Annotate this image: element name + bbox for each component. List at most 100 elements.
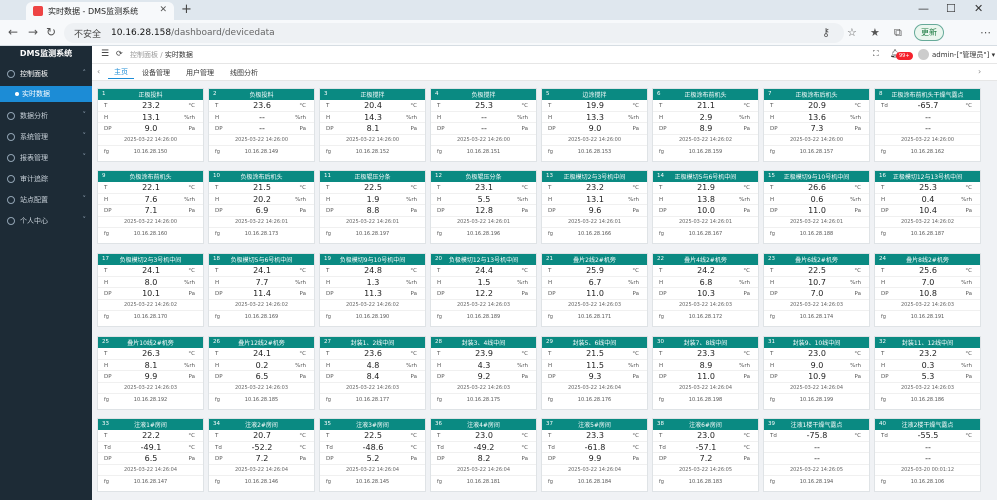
sidebar-item-dashboard[interactable]: 控制面板 ˄	[0, 64, 92, 84]
device-card[interactable]: 10 负极涂布后机头 T 21.5 °C H 20.2 %rh DP 6.9 Pa 2025-03-2…	[208, 170, 315, 244]
back-icon[interactable]: ←	[8, 25, 19, 39]
avatar[interactable]	[918, 49, 929, 60]
reading-value: 6.8	[699, 277, 713, 287]
sidebar-item-profile[interactable]: 个人中心 ˅	[0, 211, 92, 231]
reading-row: T 23.2 °C	[98, 100, 203, 112]
device-ip: 10.16.28.177	[355, 396, 390, 403]
device-ip-row: fg 10.16.28.106	[875, 474, 980, 486]
reading-unit: °C	[299, 268, 306, 274]
device-card[interactable]: 40 注液2楼干燥气露点 Td -55.5 °C -- -- 2025-03-20 00:01…	[874, 418, 981, 492]
device-card[interactable]: 14 正极模切5与6号机中间 T 21.9 °C H 13.8 %rh DP 10.0 Pa 2025…	[652, 170, 759, 244]
tag-device[interactable]: 设备管理	[142, 68, 170, 77]
tags-right-arrow-icon[interactable]: ›	[978, 67, 982, 76]
tag-user[interactable]: 用户管理	[186, 68, 214, 77]
tag-home[interactable]: 主页	[108, 66, 134, 79]
extensions-icon[interactable]: ⧉	[894, 26, 902, 39]
fullscreen-icon[interactable]: ⛶	[873, 49, 879, 58]
reload-icon[interactable]: ↻	[46, 25, 57, 39]
tag-chart[interactable]: 线图分析	[230, 68, 258, 77]
ip-label: fg	[215, 230, 220, 237]
reading-timestamp: 2025-03-22 14:26:04	[456, 466, 511, 473]
device-card[interactable]: 2 负极投料 T 23.6 °C H -- %rh DP -- Pa 2025-03-22 14:26…	[208, 88, 315, 162]
device-card[interactable]: 21 叠片2线2#机旁 T 25.9 °C H 6.7 %rh DP 11.0 Pa 2025-03-…	[541, 253, 648, 327]
device-card[interactable]: 20 负极模切12与13号机中间 T 24.4 °C H 1.5 %rh DP 12.2 Pa 202…	[430, 253, 537, 327]
device-card[interactable]: 1 正极投料 T 23.2 °C H 13.1 %rh DP 9.0 Pa 2025-03-22 14…	[97, 88, 204, 162]
device-card[interactable]: 6 正极涂布前机头 T 21.1 °C H 2.9 %rh DP 8.9 Pa 2025-03-22 …	[652, 88, 759, 162]
more-icon[interactable]: ⋯	[980, 26, 991, 39]
reading-value: 24.1	[253, 266, 271, 275]
favorites-icon[interactable]: ★	[870, 26, 880, 39]
reading-key: Td	[881, 103, 888, 109]
device-ip-row: fg 10.16.28.176	[542, 392, 647, 404]
device-card[interactable]: 26 叠片12线2#机旁 T 24.1 °C H 0.2 %rh DP 6.5 Pa 2025-03-…	[208, 336, 315, 410]
reading-timestamp: 2025-03-22 14:26:03	[456, 384, 511, 391]
minimize-icon[interactable]: —	[918, 2, 929, 15]
reading-key: DP	[770, 291, 778, 297]
device-card[interactable]: 11 正极辊压分条 T 22.5 °C H 1.9 %rh DP 8.8 Pa 2025-03-22 …	[319, 170, 426, 244]
breadcrumb-home[interactable]: 控制面板	[130, 51, 158, 59]
device-card[interactable]: 16 正极模切12与13号机中间 T 25.3 °C H 0.4 %rh DP 10.4 Pa 202…	[874, 170, 981, 244]
sidebar-item-analysis[interactable]: 数据分析 ˅	[0, 106, 92, 126]
device-card[interactable]: 4 负极搅拌 T 25.3 °C H -- %rh DP -- Pa 2025-03-22 14:26…	[430, 88, 537, 162]
user-menu[interactable]: admin-["管理员"] ▾	[932, 50, 995, 60]
device-card[interactable]: 12 负极辊压分条 T 23.1 °C H 5.5 %rh DP 12.8 Pa 2025-03-22…	[430, 170, 537, 244]
url-host: 10.16.28.158	[111, 28, 172, 38]
device-card[interactable]: 31 封装9、10线中间 T 23.0 °C H 9.0 %rh DP 10.9 Pa 2025-03…	[763, 336, 870, 410]
device-card[interactable]: 39 注液1楼干燥气露点 Td -75.8 °C -- -- 2025-03-22 14:26…	[763, 418, 870, 492]
device-card[interactable]: 22 叠片4线2#机旁 T 24.2 °C H 6.8 %rh DP 10.3 Pa 2025-03-…	[652, 253, 759, 327]
device-card[interactable]: 18 负极模切5与6号机中间 T 24.1 °C H 7.7 %rh DP 11.4 Pa 2025-…	[208, 253, 315, 327]
reading-unit: Pa	[743, 126, 750, 132]
url-field[interactable]: 不安全 10.16.28.158 /dashboard/devicedata	[64, 23, 844, 43]
device-card[interactable]: 30 封装7、8线中间 T 23.3 °C H 8.9 %rh DP 11.0 Pa 2025-03-…	[652, 336, 759, 410]
tags-left-arrow-icon[interactable]: ‹	[97, 67, 101, 76]
star-icon[interactable]: ☆	[847, 26, 857, 39]
close-tab-icon[interactable]: ✕	[159, 5, 167, 15]
device-card[interactable]: 38 注液6#房间 T 23.0 °C Td -57.1 °C DP 7.2 Pa 2025-03-2…	[652, 418, 759, 492]
device-ip-row: fg 10.16.28.149	[209, 144, 314, 156]
device-card[interactable]: 13 正极模切2与3号机中间 T 23.2 °C H 13.1 %rh DP 9.6 Pa 2025-…	[541, 170, 648, 244]
maximize-icon[interactable]: ☐	[946, 2, 956, 15]
bell-icon[interactable]: 🔔︎	[890, 49, 901, 58]
device-card[interactable]: 3 正极搅拌 T 20.4 °C H 14.3 %rh DP 8.1 Pa 2025-03-22 14…	[319, 88, 426, 162]
device-card[interactable]: 7 正极涂布后机头 T 20.9 °C H 13.6 %rh DP 7.3 Pa 2025-03-22…	[763, 88, 870, 162]
device-card[interactable]: 17 负极模切2与3号机中间 T 24.1 °C H 8.0 %rh DP 10.1 Pa 2025-…	[97, 253, 204, 327]
device-ip-row: fg 10.16.28.186	[875, 392, 980, 404]
device-card[interactable]: 27 封装1、2线中间 T 23.6 °C H 4.8 %rh DP 8.4 Pa 2025-03-2…	[319, 336, 426, 410]
reading-row: H 1.5 %rh	[431, 277, 536, 288]
refresh-icon[interactable]: ⟳	[116, 49, 123, 58]
reading-key: T	[659, 185, 663, 191]
device-card[interactable]: 35 注液3#房间 T 22.5 °C Td -48.6 °C DP 5.2 Pa 2025-03-2…	[319, 418, 426, 492]
update-button[interactable]: 更新	[914, 24, 944, 41]
device-card[interactable]: 5 边涂搅拌 T 19.9 °C H 13.3 %rh DP 9.0 Pa 2025-03-22 14…	[541, 88, 648, 162]
sidebar-item-audit[interactable]: 审计追踪	[0, 169, 92, 189]
browser-tab[interactable]: 实时数据 - DMS监测系统 ✕	[26, 2, 174, 20]
device-card[interactable]: 23 叠片6线2#机旁 T 22.5 °C H 10.7 %rh DP 7.0 Pa 2025-03-…	[763, 253, 870, 327]
device-card[interactable]: 29 封装5、6线中间 T 21.5 °C H 11.5 %rh DP 9.3 Pa 2025-03-…	[541, 336, 648, 410]
sidebar-item-realtime[interactable]: 实时数据	[0, 86, 92, 102]
new-tab-icon[interactable]: +	[181, 2, 192, 17]
sidebar-item-system[interactable]: 系统管理 ˅	[0, 127, 92, 147]
device-card[interactable]: 32 封装11、12线中间 T 23.2 °C H 0.3 %rh DP 5.3 Pa 2025-03…	[874, 336, 981, 410]
device-card[interactable]: 33 注液1#房间 T 22.2 °C Td -49.1 °C DP 6.5 Pa 2025-03-2…	[97, 418, 204, 492]
key-icon[interactable]: ⚷	[822, 26, 831, 39]
reading-key: T	[770, 103, 774, 109]
reading-unit: °C	[299, 351, 306, 357]
sidebar-item-report[interactable]: 报表管理 ˅	[0, 148, 92, 168]
device-card[interactable]: 34 注液2#房间 T 20.7 °C Td -52.2 °C DP 7.2 Pa 2025-03-2…	[208, 418, 315, 492]
device-card[interactable]: 9 负极涂布前机头 T 22.1 °C H 7.6 %rh DP 7.1 Pa 2025-03-22 …	[97, 170, 204, 244]
device-card[interactable]: 15 正极模切9与10号机中间 T 26.6 °C H 0.6 %rh DP 11.0 Pa 2025…	[763, 170, 870, 244]
reading-unit: %rh	[628, 196, 639, 203]
device-name: 封装3、4线中间	[461, 340, 506, 347]
device-card[interactable]: 36 注液4#房间 T 23.0 °C Td -49.2 °C DP 8.2 Pa 2025-03-2…	[430, 418, 537, 492]
device-card[interactable]: 8 正极涂布前机头干燥气露点 Td -65.7 °C -- -- 2025-03-22 14:…	[874, 88, 981, 162]
close-window-icon[interactable]: ✕	[974, 2, 984, 15]
forward-icon[interactable]: →	[28, 25, 39, 39]
device-card[interactable]: 24 叠片8线2#机旁 T 25.6 °C H 7.0 %rh DP 10.8 Pa 2025-03-…	[874, 253, 981, 327]
device-ip: 10.16.28.169	[244, 313, 279, 320]
device-card[interactable]: 25 叠片10线2#机旁 T 26.3 °C H 8.1 %rh DP 9.9 Pa 2025-03-…	[97, 336, 204, 410]
sidebar-item-site[interactable]: 站点配置 ˅	[0, 190, 92, 210]
device-card[interactable]: 28 封装3、4线中间 T 23.9 °C H 4.3 %rh DP 9.2 Pa 2025-03-2…	[430, 336, 537, 410]
menu-toggle-icon[interactable]: ☰	[101, 49, 110, 59]
device-card[interactable]: 37 注液5#房间 T 23.3 °C Td -61.8 °C DP 9.9 Pa 2025-03-2…	[541, 418, 648, 492]
device-card[interactable]: 19 负极模切9与10号机中间 T 24.8 °C H 1.3 %rh DP 11.3 Pa 2025…	[319, 253, 426, 327]
